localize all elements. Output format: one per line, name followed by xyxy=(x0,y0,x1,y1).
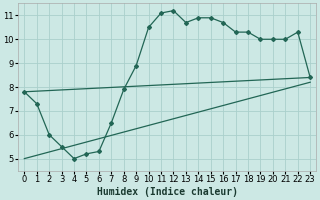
X-axis label: Humidex (Indice chaleur): Humidex (Indice chaleur) xyxy=(97,186,238,197)
